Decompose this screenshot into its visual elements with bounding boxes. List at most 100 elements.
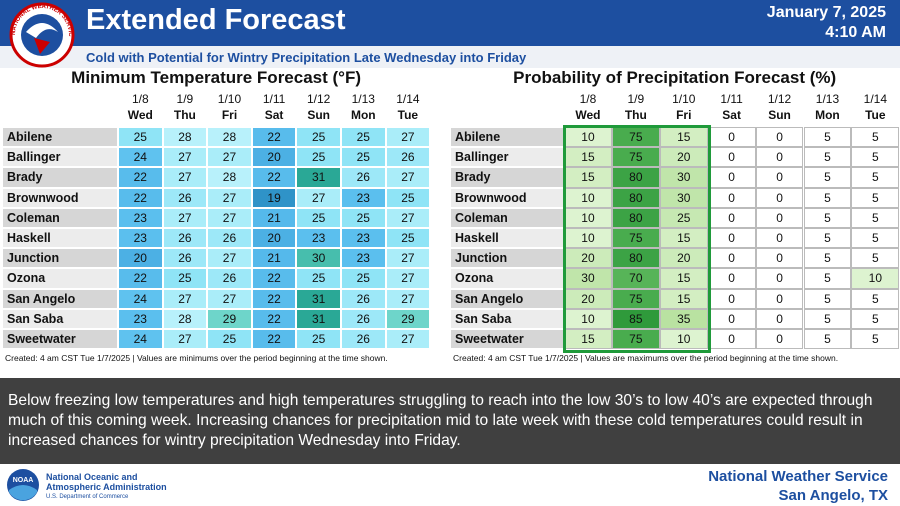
table-cell: 15 bbox=[564, 147, 612, 168]
day-header: Sun bbox=[307, 108, 331, 122]
table-cell: 23 bbox=[341, 187, 386, 208]
table-cell: 30 bbox=[296, 248, 341, 269]
date-header: 1/13 bbox=[815, 92, 840, 106]
date-header: 1/11 bbox=[720, 92, 743, 106]
table-cell: 0 bbox=[755, 329, 804, 350]
date-header: 1/12 bbox=[307, 92, 331, 106]
station-name: Brady bbox=[450, 167, 564, 188]
table-cell: 22 bbox=[251, 268, 297, 289]
table-cell: 75 bbox=[611, 288, 660, 309]
noaa-name-1: National Oceanic and bbox=[46, 472, 138, 482]
day-header: Mon bbox=[815, 108, 840, 122]
day-header: Thu bbox=[624, 108, 647, 122]
table-cell: 0 bbox=[755, 127, 804, 148]
station-name: San Saba bbox=[450, 308, 564, 329]
table-cell: 27 bbox=[385, 288, 431, 309]
day-header: Mon bbox=[350, 108, 376, 122]
station-name: Brownwood bbox=[450, 187, 564, 208]
table-cell: 23 bbox=[341, 228, 386, 249]
table-cell: 25 bbox=[385, 187, 431, 208]
table-cell: 0 bbox=[707, 147, 756, 168]
table-cell: 22 bbox=[251, 288, 297, 309]
table-cell: 0 bbox=[707, 248, 756, 269]
table-cell: 0 bbox=[755, 207, 804, 228]
table-cell: 27 bbox=[385, 207, 431, 228]
table-cell: 5 bbox=[851, 207, 900, 228]
table-cell: 28 bbox=[162, 308, 208, 329]
table-cell: 0 bbox=[755, 187, 804, 208]
table-cell: 5 bbox=[803, 288, 852, 309]
station-name: Junction bbox=[450, 248, 564, 269]
table-cell: 15 bbox=[659, 127, 708, 148]
table-cell: 15 bbox=[659, 228, 708, 249]
table-cell: 23 bbox=[118, 308, 163, 329]
table-cell: 0 bbox=[707, 308, 756, 329]
table-cell: 15 bbox=[564, 167, 612, 188]
table-cell: 25 bbox=[162, 268, 208, 289]
highlight-box bbox=[563, 125, 711, 354]
date: January 7, 2025 bbox=[766, 4, 886, 21]
table-cell: 5 bbox=[851, 187, 900, 208]
day-header: Thu bbox=[173, 108, 196, 122]
table-cell: 25 bbox=[341, 147, 386, 168]
table-cell: 5 bbox=[851, 127, 900, 148]
table-cell: 10 bbox=[851, 268, 900, 289]
table-cell: 24 bbox=[118, 329, 163, 350]
day-header: Sat bbox=[264, 108, 284, 122]
table-cell: 0 bbox=[707, 268, 756, 289]
table-cell: 5 bbox=[803, 329, 852, 350]
table-cell: 27 bbox=[207, 187, 252, 208]
date-header: 1/13 bbox=[351, 92, 375, 106]
day-header: Tue bbox=[397, 108, 419, 122]
date-header: 1/14 bbox=[863, 92, 888, 106]
table-cell: 30 bbox=[564, 268, 612, 289]
station-name: Ozona bbox=[450, 268, 564, 289]
table-cell: 80 bbox=[611, 167, 660, 188]
table-cell: 5 bbox=[851, 329, 900, 350]
table-cell: 19 bbox=[251, 187, 297, 208]
table-cell: 25 bbox=[341, 207, 386, 228]
header-bar bbox=[0, 0, 900, 46]
table-cell: 27 bbox=[385, 248, 431, 269]
noaa-name-2: Atmospheric Administration bbox=[46, 482, 167, 492]
table-cell: 27 bbox=[162, 167, 208, 188]
station-name: Sweetwater bbox=[450, 329, 564, 350]
date-header: 1/14 bbox=[396, 92, 420, 106]
table-cell: 5 bbox=[803, 147, 852, 168]
table-cell: 22 bbox=[251, 167, 297, 188]
subtitle: Cold with Potential for Wintry Precipita… bbox=[86, 50, 527, 65]
table-cell: 10 bbox=[564, 207, 612, 228]
table-cell: 5 bbox=[851, 248, 900, 269]
footnote: Created: 4 am CST Tue 1/7/2025 | Values … bbox=[453, 353, 839, 364]
date-header: 1/8 bbox=[131, 92, 149, 106]
table-cell: 21 bbox=[251, 207, 297, 228]
table-cell: 5 bbox=[851, 147, 900, 168]
table-cell: 0 bbox=[707, 207, 756, 228]
office-location: San Angelo, TX bbox=[778, 487, 888, 504]
table-cell: 23 bbox=[118, 207, 163, 228]
table-cell: 0 bbox=[707, 288, 756, 309]
station-name: San Angelo bbox=[2, 288, 118, 309]
table-cell: 5 bbox=[803, 207, 852, 228]
table-cell: 26 bbox=[341, 329, 386, 350]
table-cell: 25 bbox=[659, 207, 708, 228]
date-header: 1/8 bbox=[579, 92, 597, 106]
table-cell: 27 bbox=[385, 329, 431, 350]
station-name: Junction bbox=[2, 248, 118, 269]
table-cell: 5 bbox=[803, 248, 852, 269]
table-cell: 25 bbox=[118, 127, 163, 148]
table-cell: 25 bbox=[296, 207, 341, 228]
table-cell: 26 bbox=[341, 308, 386, 329]
table-cell: 0 bbox=[755, 228, 804, 249]
day-header: Fri bbox=[221, 108, 238, 122]
date-header: 1/10 bbox=[672, 92, 696, 106]
station-name: Haskell bbox=[2, 228, 118, 249]
table-cell: 0 bbox=[755, 248, 804, 269]
table-cell: 80 bbox=[611, 187, 660, 208]
station-name: Abilene bbox=[450, 127, 564, 148]
table-cell: 27 bbox=[162, 288, 208, 309]
noaa-logo-text: NOAA bbox=[13, 477, 34, 484]
table-cell: 0 bbox=[707, 187, 756, 208]
table-cell: 22 bbox=[118, 187, 163, 208]
table-cell: 26 bbox=[341, 288, 386, 309]
